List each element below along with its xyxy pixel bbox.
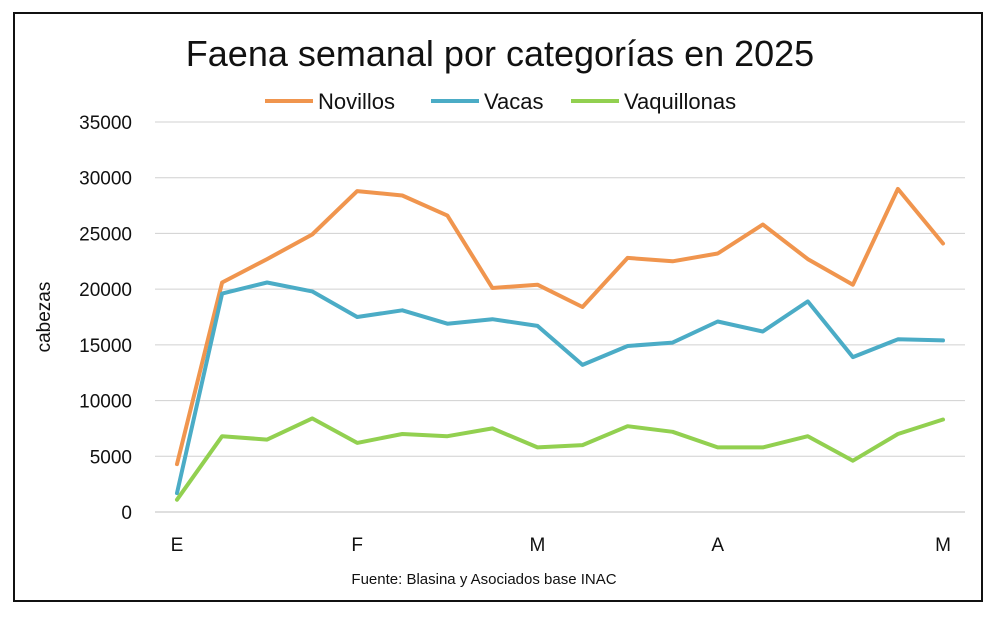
series-line-vacas [175, 280, 945, 496]
grid-lines [155, 121, 965, 457]
y-tick-label: 30000 [79, 169, 132, 190]
y-tick-label: 25000 [79, 224, 132, 245]
x-tick-label: E [171, 535, 184, 556]
series-lines [175, 186, 945, 502]
y-tick-label: 0 [121, 503, 132, 524]
x-tick-label: M [530, 535, 546, 556]
legend-label-vaquillonas: Vaquillonas [624, 89, 736, 114]
legend: Novillos Vacas Vaquillonas [265, 89, 736, 114]
x-tick-label: A [711, 535, 724, 556]
y-tick-label: 15000 [79, 336, 132, 357]
x-tick-label: F [351, 535, 363, 556]
y-tick-label: 10000 [79, 392, 132, 413]
y-axis-ticks: 0 5000 10000 15000 20000 25000 30000 35000 [79, 113, 132, 524]
y-axis-label: cabezas [34, 282, 55, 353]
y-tick-label: 35000 [79, 113, 132, 134]
series-line-vaquillonas [175, 416, 945, 502]
series-line-novillos [175, 186, 945, 467]
source-note: Fuente: Blasina y Asociados base INAC [351, 571, 616, 588]
legend-label-vacas: Vacas [484, 89, 544, 114]
x-tick-label: M [935, 535, 951, 556]
chart-title: Faena semanal por categorías en 2025 [186, 33, 814, 74]
legend-label-novillos: Novillos [318, 89, 395, 114]
y-tick-label: 5000 [90, 447, 132, 468]
y-tick-label: 20000 [79, 280, 132, 301]
chart-frame [13, 12, 983, 602]
